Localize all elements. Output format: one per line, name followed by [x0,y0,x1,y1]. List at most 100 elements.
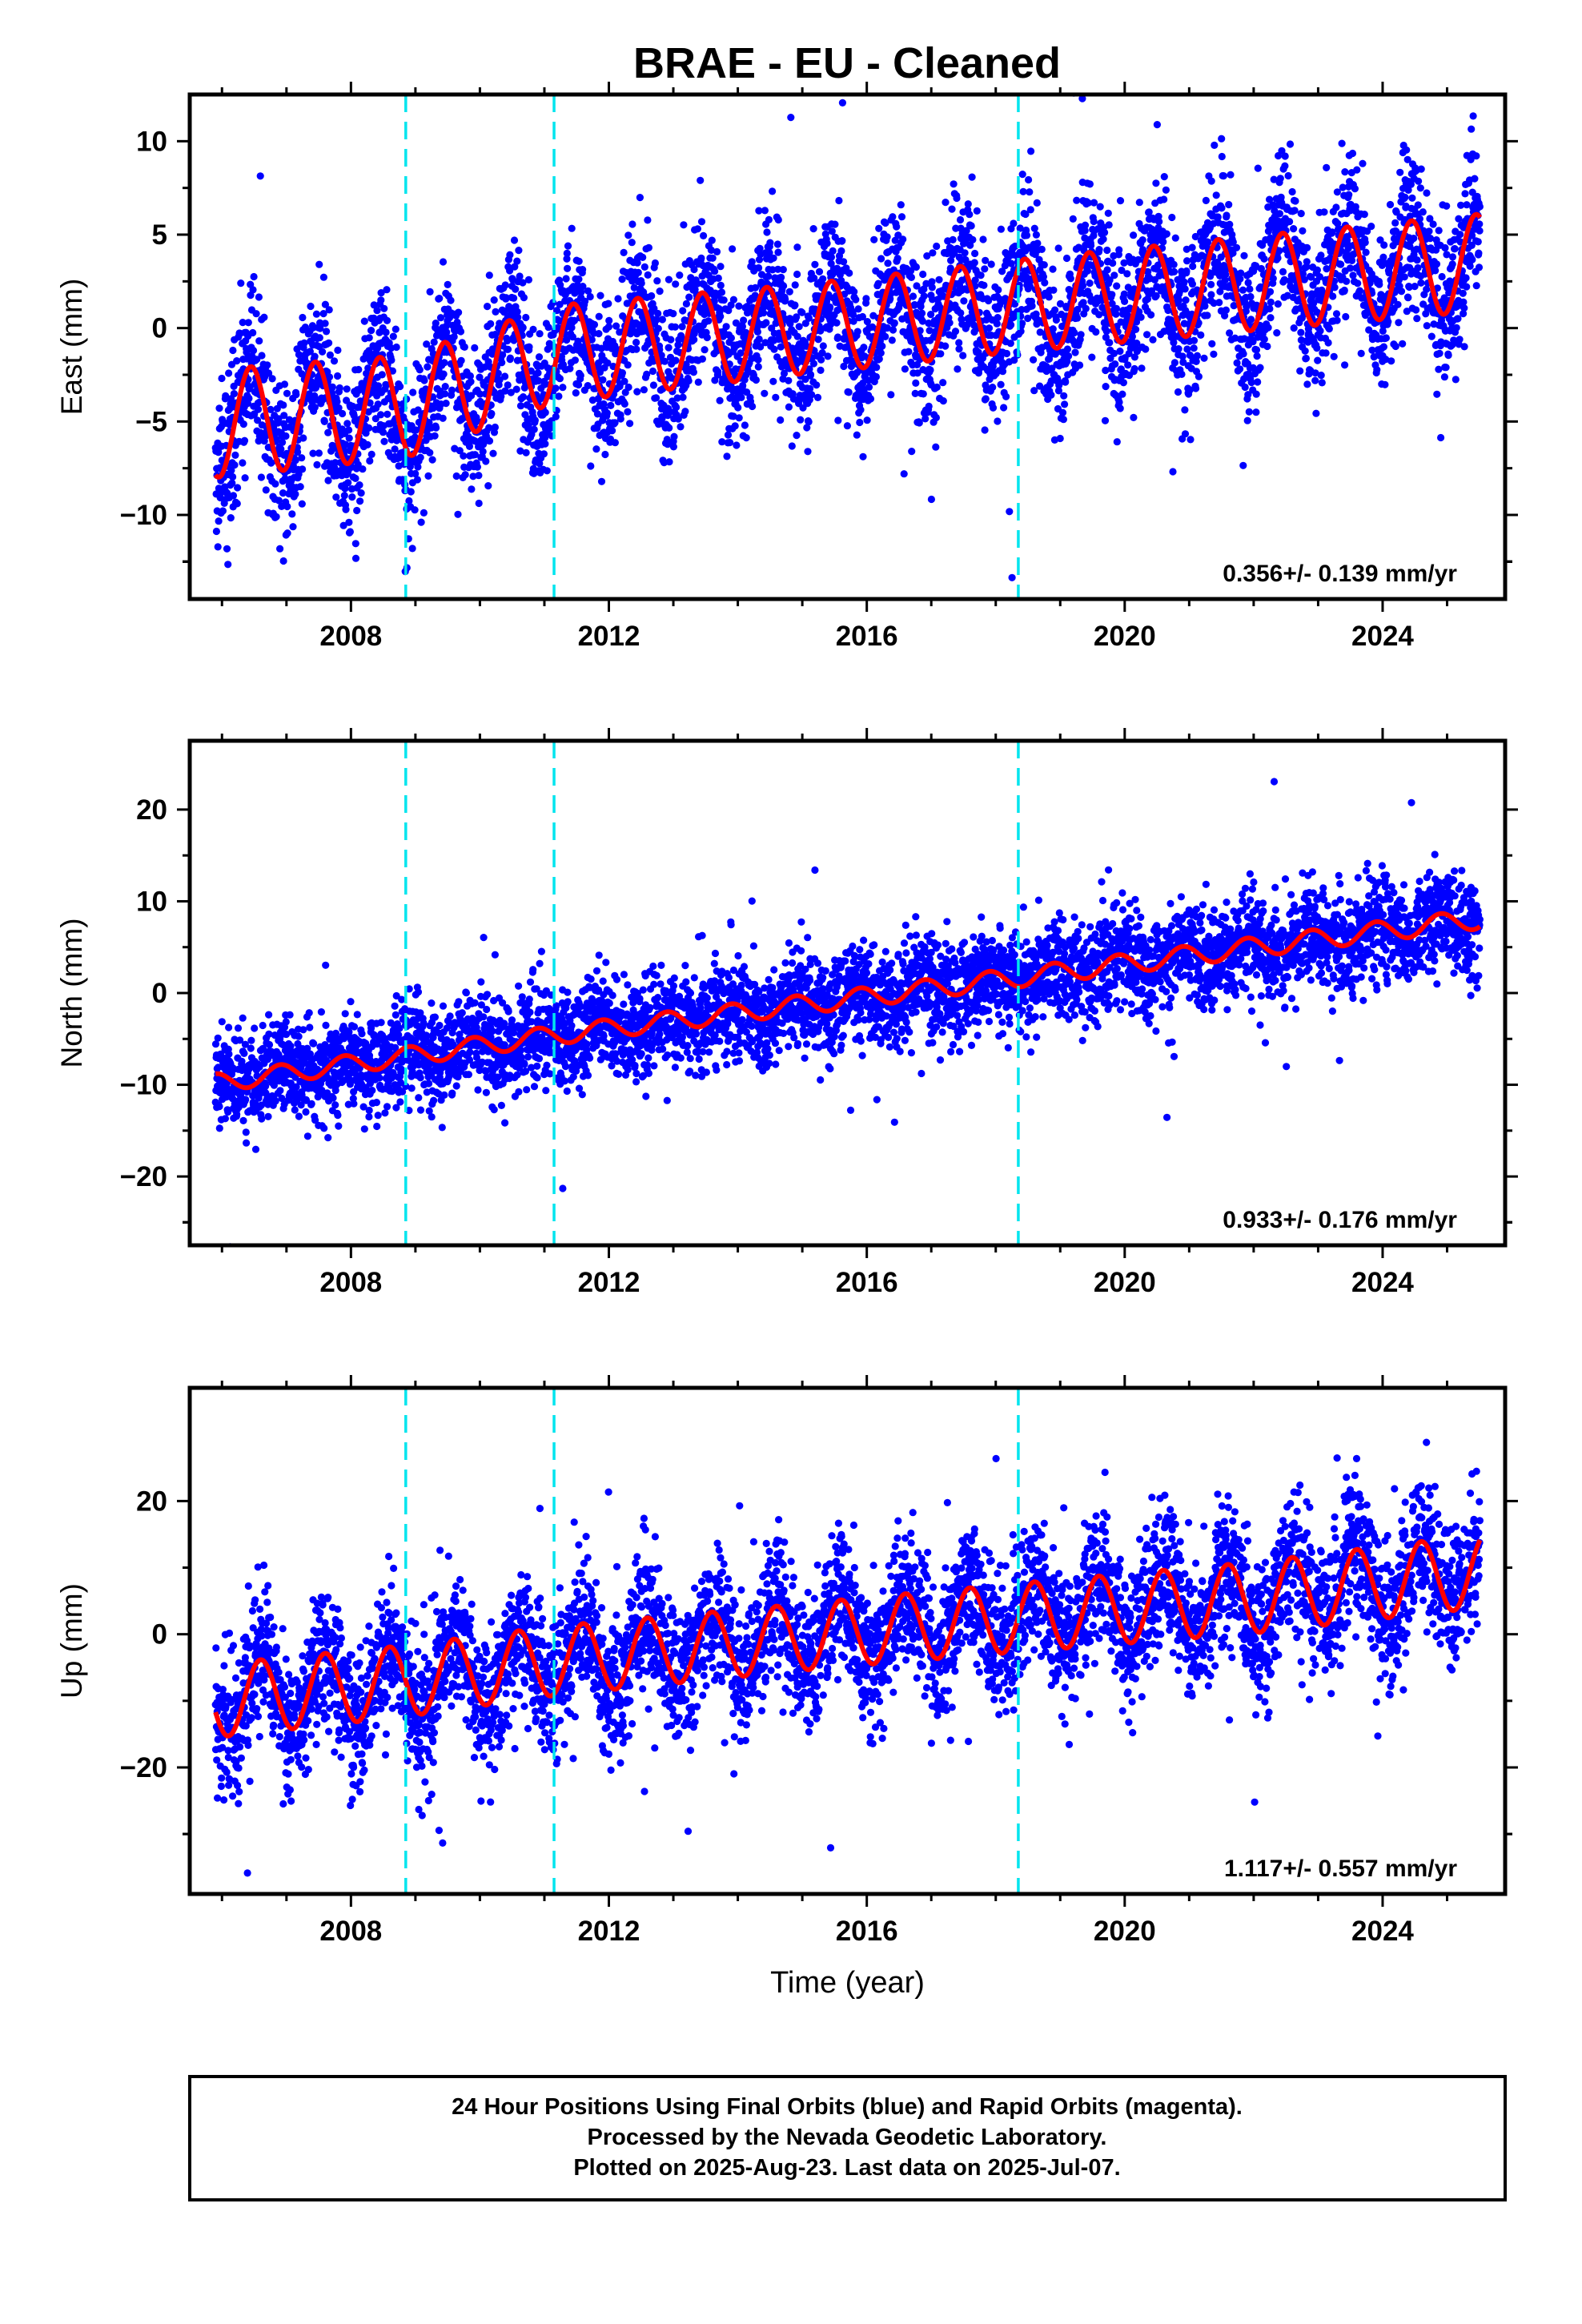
east-data-point [826,303,834,312]
east-data-point [947,256,955,264]
east-data-point [461,471,469,479]
east-data-point [1083,267,1091,275]
east-data-point [1052,316,1060,324]
east-data-point [1056,300,1065,308]
east-data-point [1341,168,1349,176]
east-data-point [678,323,686,331]
east-data-point [1186,386,1194,394]
east-data-point [481,363,489,371]
east-data-point [757,278,765,286]
east-data-point [1416,184,1424,192]
east-data-point [323,328,331,336]
east-data-point [1066,275,1074,283]
east-data-point [1106,339,1114,347]
east-data-point [966,211,974,219]
east-data-point [737,349,745,357]
east-data-point [920,292,928,300]
east-data-point [423,340,431,348]
east-data-point [407,488,415,496]
east-data-point [977,271,985,279]
east-data-point [1102,328,1110,336]
east-data-point [471,451,480,459]
east-data-point [524,421,532,430]
east-data-point [263,361,271,369]
east-data-point [833,333,842,341]
east-data-point [899,235,907,243]
east-data-point [1297,210,1305,218]
east-data-point [961,249,969,257]
east-data-point [1408,194,1416,202]
east-data-point [1032,231,1040,239]
east-data-point [1310,300,1318,308]
east-data-point [727,301,735,309]
east-data-point [592,445,600,453]
east-data-point [905,348,913,356]
east-data-point [577,288,585,296]
east-data-point [1092,328,1100,336]
east-data-point [1026,282,1034,290]
east-data-point [1130,413,1138,422]
east-data-point [1266,287,1275,296]
east-data-point [295,351,303,359]
east-data-point [476,373,484,381]
east-data-point [1345,191,1353,199]
east-data-point [604,359,612,367]
east-data-point [453,318,461,327]
east-data-point [804,448,812,456]
east-data-point [501,281,509,289]
east-data-point [1296,367,1304,375]
east-data-point [827,253,835,261]
east-data-point [1333,316,1341,324]
east-data-point [426,448,434,456]
east-data-point [863,416,871,424]
east-data-point [1214,213,1222,221]
east-data-point [802,390,810,398]
east-data-point [1263,342,1271,351]
east-data-point [607,401,615,409]
east-data-point [755,263,763,272]
east-data-point [267,405,275,413]
east-data-point [640,386,648,394]
east-data-point [228,479,236,487]
east-data-point [575,380,583,389]
east-data-point [853,328,861,336]
east-data-point [893,255,901,263]
east-data-point [506,267,514,275]
east-data-point [658,316,667,324]
east-data-point [1351,185,1359,193]
east-data-point [571,356,580,364]
east-data-point [919,270,927,279]
east-data-point [872,372,880,381]
east-data-point [833,319,841,327]
east-data-point [756,244,764,252]
east-data-point [556,375,564,383]
east-data-point [334,372,342,380]
east-data-point [497,392,505,400]
east-data-point [711,376,719,384]
east-data-point [234,484,242,492]
east-data-point [309,449,317,457]
east-data-point [1278,147,1286,155]
east-data-point [1222,306,1230,314]
east-data-point [1170,260,1178,268]
east-data-point [810,274,818,282]
east-data-point [929,249,937,257]
east-data-point [1233,359,1241,367]
east-data-point [793,332,801,340]
east-data-point [1244,391,1252,399]
east-data-point [703,333,711,342]
east-data-point [1142,345,1150,353]
east-data-point [788,442,796,450]
east-data-point [271,480,279,488]
east-data-point [1380,241,1388,249]
east-data-point [1332,310,1341,318]
east-data-point [1290,225,1298,233]
east-data-point [877,255,885,263]
east-data-point [731,422,739,430]
east-data-point [777,343,785,351]
east-data-point [957,309,965,317]
east-data-point [772,393,780,401]
east-data-point [955,339,963,347]
east-data-point [311,404,319,412]
east-data-point [735,414,743,422]
